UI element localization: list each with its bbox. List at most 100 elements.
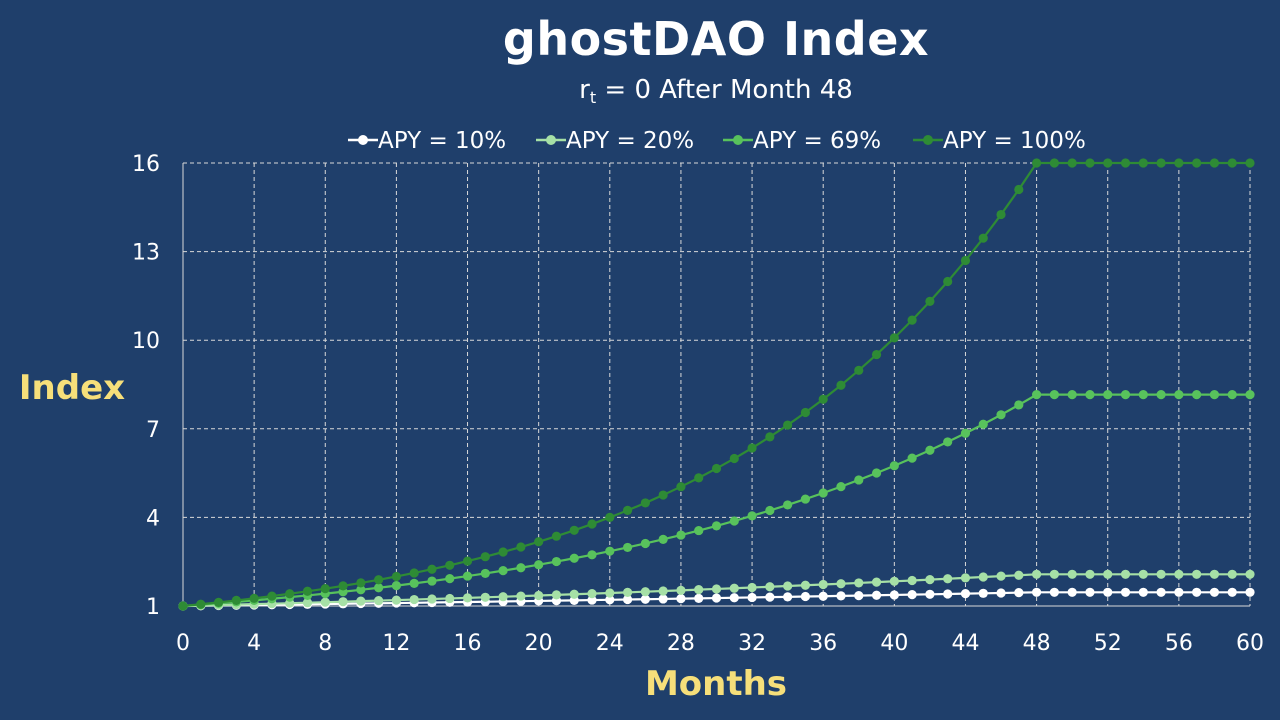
series-point <box>694 525 704 536</box>
series-point <box>605 595 615 605</box>
series-point <box>338 581 348 591</box>
series-point <box>356 585 366 595</box>
series-point <box>943 437 953 447</box>
series-point <box>178 601 188 611</box>
series-point <box>1032 569 1042 579</box>
series-point <box>765 592 775 602</box>
series-point <box>1138 158 1148 168</box>
series-point <box>818 591 828 601</box>
series-point <box>907 575 917 586</box>
series-point <box>854 475 864 485</box>
series-point <box>943 276 953 287</box>
series-point <box>729 583 739 593</box>
series-point <box>622 505 633 515</box>
series-point <box>996 588 1006 598</box>
series-point <box>409 568 419 578</box>
series-point <box>1120 569 1131 579</box>
series-point <box>1192 587 1202 597</box>
series-point <box>409 578 419 588</box>
series-point <box>374 575 384 585</box>
series-point <box>907 590 917 600</box>
series-point <box>1120 587 1131 597</box>
series-point <box>196 599 206 609</box>
series-point <box>871 590 882 600</box>
series-point <box>1014 588 1024 598</box>
series-point <box>889 461 899 471</box>
series-point <box>427 594 437 604</box>
series-point <box>818 488 828 498</box>
series-point <box>445 574 455 584</box>
series-point <box>498 566 508 576</box>
series-point <box>871 349 882 360</box>
series-point <box>783 592 793 602</box>
series-point <box>783 581 793 591</box>
series-point <box>747 443 757 453</box>
series-point <box>213 597 224 607</box>
series-point <box>1192 390 1202 400</box>
series-point <box>960 428 971 438</box>
series-point <box>1032 587 1042 597</box>
x-axis-title: Months <box>645 664 787 704</box>
legend-label: APY = 100% <box>943 128 1086 154</box>
x-tick-label: 48 <box>1023 631 1051 656</box>
series-point <box>1192 569 1202 579</box>
series-point <box>800 407 811 418</box>
y-axis-title: Index <box>19 368 125 408</box>
x-tick-label: 0 <box>176 631 190 656</box>
series-point <box>925 575 935 585</box>
series-point <box>1085 390 1095 400</box>
series-point <box>1103 390 1113 400</box>
series-point <box>338 597 348 607</box>
series-point <box>534 590 544 601</box>
series-point <box>1174 587 1184 597</box>
series-point <box>1245 390 1255 400</box>
series-point <box>391 595 401 605</box>
y-tick-label: 13 <box>132 241 160 266</box>
series-point <box>516 563 526 573</box>
series-point <box>1085 158 1095 168</box>
series-point <box>694 593 704 603</box>
series-point <box>889 576 899 586</box>
x-tick-label: 44 <box>951 631 979 656</box>
series-point <box>765 582 775 592</box>
series-point <box>871 577 882 587</box>
series-point <box>1227 587 1237 597</box>
x-tick-label: 60 <box>1236 631 1264 656</box>
series-point <box>374 596 384 606</box>
series-point <box>1085 587 1095 597</box>
series-point <box>1174 569 1184 579</box>
series-point <box>1209 569 1220 579</box>
series-point <box>391 581 401 591</box>
series-point <box>676 482 686 492</box>
x-tick-label: 16 <box>454 631 482 656</box>
series-point <box>640 498 650 508</box>
series-point <box>587 595 597 605</box>
series-point <box>302 586 313 596</box>
x-tick-label: 4 <box>247 631 261 656</box>
series-point <box>1209 587 1220 597</box>
series-point <box>711 463 722 474</box>
series-point <box>1067 158 1077 168</box>
series-point <box>925 445 935 455</box>
series-point <box>800 494 811 504</box>
series-point <box>889 590 899 600</box>
series-point <box>1227 569 1237 579</box>
series-point <box>1120 158 1131 168</box>
series-point <box>676 594 686 604</box>
series-point <box>711 521 722 531</box>
series-point <box>462 593 473 603</box>
series-point <box>445 593 455 604</box>
series-point <box>978 233 988 243</box>
x-tick-label: 56 <box>1165 631 1193 656</box>
series-point <box>427 576 437 586</box>
series-point <box>765 505 775 516</box>
series-point <box>729 593 739 603</box>
series-point <box>445 560 455 570</box>
series-point <box>694 585 704 595</box>
legend-marker <box>358 135 368 145</box>
axes <box>182 163 1250 607</box>
grid-lines <box>183 162 1251 606</box>
legend-marker <box>546 135 556 145</box>
series-point <box>231 595 241 606</box>
